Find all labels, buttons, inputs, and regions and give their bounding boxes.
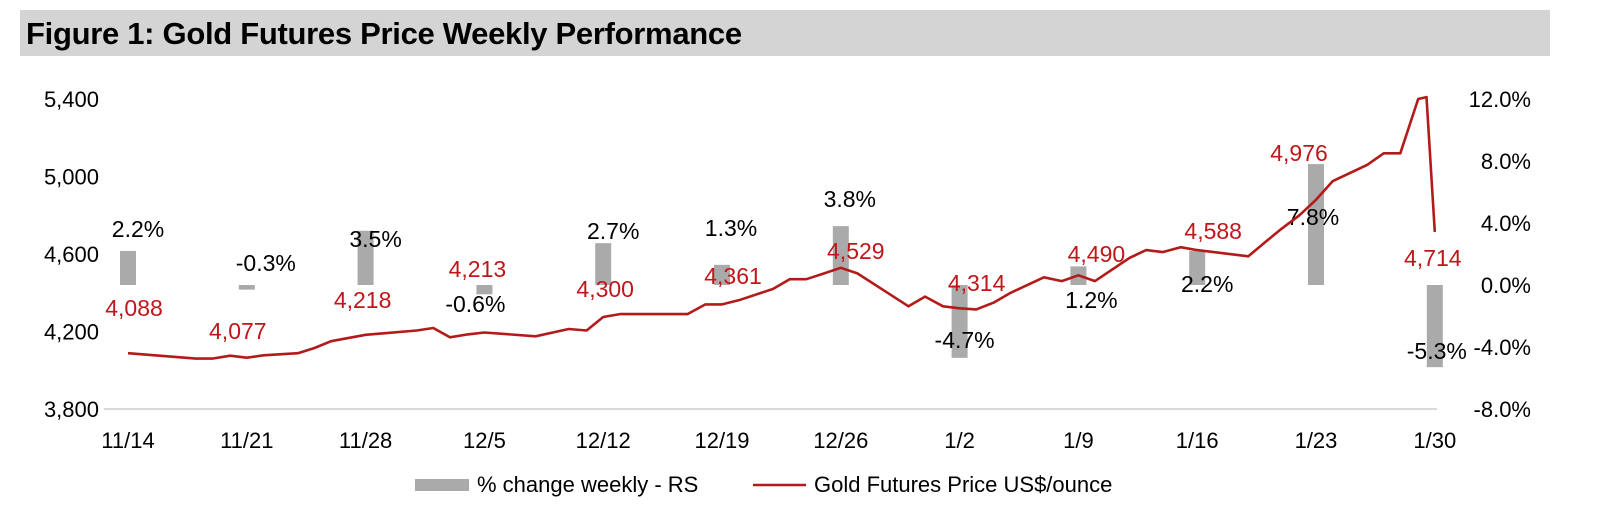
bar bbox=[238, 285, 255, 290]
bar-value-label: -4.7% bbox=[935, 327, 995, 353]
y-left-tick-label: 3,800 bbox=[44, 397, 99, 422]
y-left-tick-label: 5,000 bbox=[44, 165, 99, 190]
y-right-tick-label: -8.0% bbox=[1474, 397, 1531, 422]
bar-value-label: -0.3% bbox=[236, 250, 296, 276]
bar bbox=[714, 264, 730, 285]
bar-value-label: 1.3% bbox=[705, 215, 757, 241]
bar bbox=[1189, 250, 1206, 285]
x-tick-label: 11/21 bbox=[220, 428, 273, 453]
bar bbox=[1426, 285, 1443, 368]
price-label: 4,976 bbox=[1270, 140, 1328, 166]
bar bbox=[120, 250, 136, 285]
x-tick-label: 12/26 bbox=[813, 428, 868, 453]
legend-line-label: Gold Futures Price US$/ounce bbox=[814, 472, 1112, 497]
legend-bar-label: % change weekly - RS bbox=[477, 472, 698, 497]
bar bbox=[476, 285, 493, 295]
price-label: 4,529 bbox=[827, 238, 885, 264]
y-right-tick-label: -4.0% bbox=[1474, 335, 1531, 360]
x-tick-label: 1/16 bbox=[1176, 428, 1219, 453]
y-left-tick-label: 4,200 bbox=[44, 320, 99, 345]
price-label: 4,077 bbox=[209, 318, 267, 344]
price-label: 4,588 bbox=[1184, 218, 1242, 244]
price-label: 4,213 bbox=[449, 256, 507, 282]
x-tick-label: 11/28 bbox=[339, 428, 392, 453]
price-label: 4,361 bbox=[704, 263, 762, 289]
bar-value-label: 3.5% bbox=[349, 226, 401, 252]
legend-bar-swatch bbox=[415, 479, 469, 491]
x-tick-label: 1/30 bbox=[1413, 428, 1456, 453]
y-left-tick-label: 5,400 bbox=[44, 87, 99, 112]
bar-value-label: 2.7% bbox=[587, 218, 639, 244]
x-tick-label: 1/2 bbox=[944, 428, 975, 453]
x-tick-label: 12/12 bbox=[576, 428, 631, 453]
bar-value-label: -0.6% bbox=[445, 291, 505, 317]
bar-value-label: 7.8% bbox=[1287, 204, 1339, 230]
price-line bbox=[127, 95, 1437, 360]
x-tick-label: 1/9 bbox=[1063, 428, 1094, 453]
bar-value-label: -5.3% bbox=[1407, 338, 1467, 364]
bar bbox=[357, 230, 374, 285]
price-label: 4,088 bbox=[105, 295, 163, 321]
y-right-tick-label: 0.0% bbox=[1481, 273, 1531, 298]
price-label: 4,300 bbox=[576, 276, 634, 302]
bar-value-label: 1.2% bbox=[1065, 287, 1117, 313]
bar bbox=[595, 243, 612, 285]
price-label: 4,714 bbox=[1404, 245, 1462, 271]
x-tick-label: 12/5 bbox=[463, 428, 506, 453]
x-tick-label: 1/23 bbox=[1295, 428, 1338, 453]
bar bbox=[951, 285, 968, 358]
bar-value-label: 2.2% bbox=[112, 216, 164, 242]
chart-title: Figure 1: Gold Futures Price Weekly Perf… bbox=[26, 16, 742, 51]
y-right-tick-label: 4.0% bbox=[1481, 211, 1531, 236]
y-left-tick-label: 4,600 bbox=[44, 242, 99, 267]
price-label: 4,314 bbox=[948, 270, 1006, 296]
title-bar: Figure 1: Gold Futures Price Weekly Perf… bbox=[20, 10, 1550, 56]
price-label: 4,218 bbox=[334, 287, 392, 313]
x-tick-label: 11/14 bbox=[101, 428, 154, 453]
bar-value-label: 2.2% bbox=[1181, 271, 1233, 297]
x-tick-label: 12/19 bbox=[694, 428, 749, 453]
price-label: 4,490 bbox=[1068, 241, 1126, 267]
y-right-tick-label: 8.0% bbox=[1481, 149, 1531, 174]
bar-value-label: 3.8% bbox=[824, 186, 876, 212]
y-right-tick-label: 12.0% bbox=[1469, 87, 1531, 112]
